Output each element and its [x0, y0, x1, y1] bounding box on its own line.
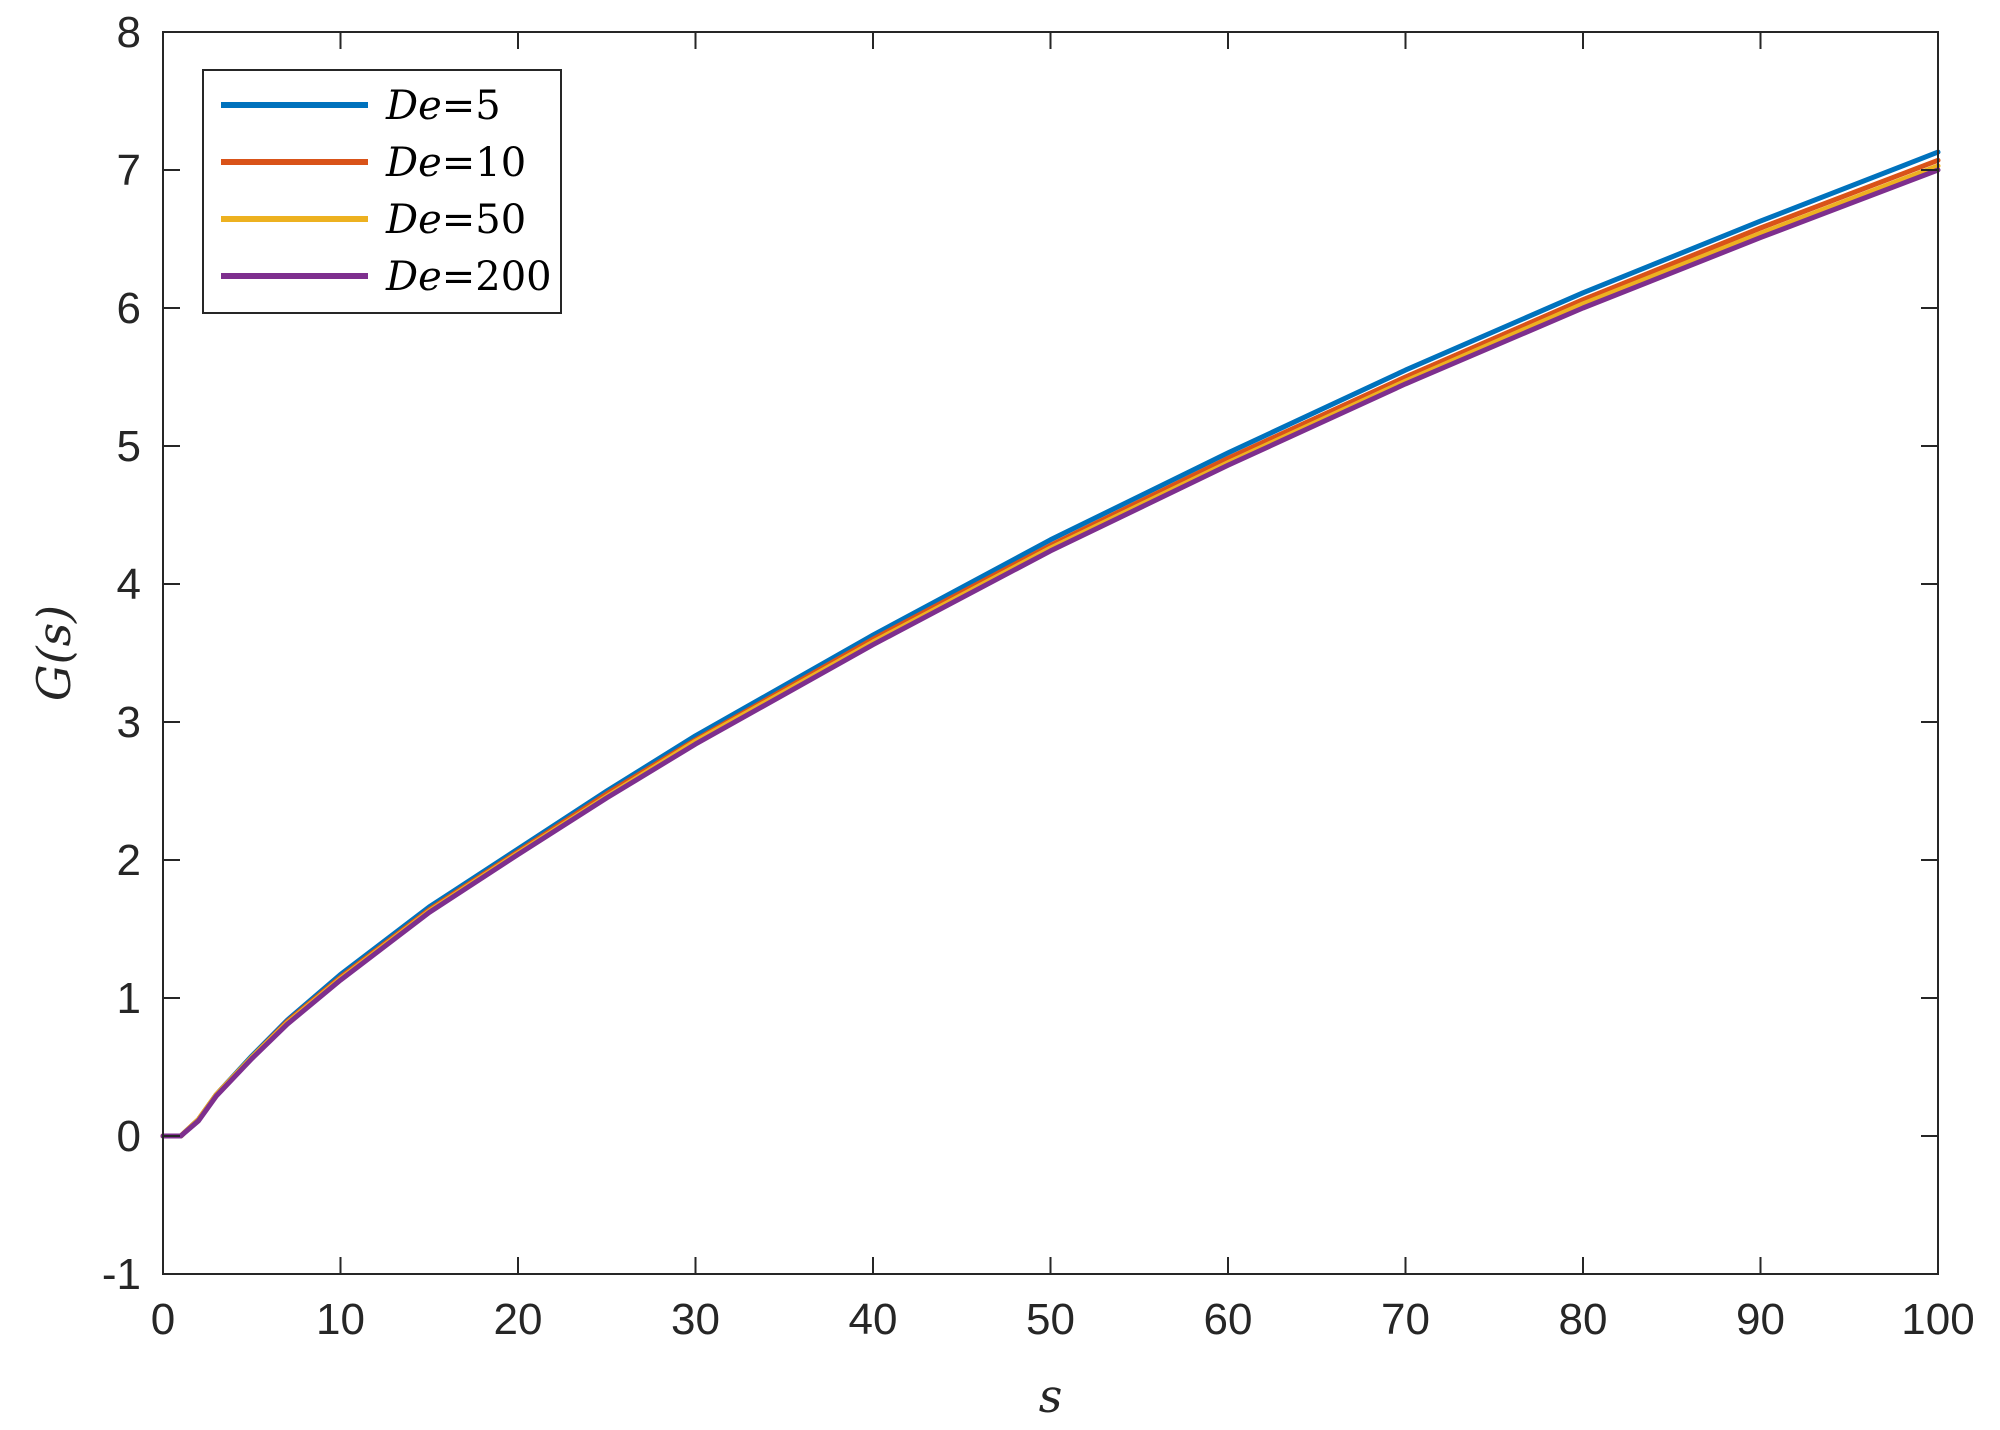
- series-line-3: [160, 167, 1941, 1139]
- y-tick-label-6: 5: [117, 422, 141, 471]
- x-tick-label-10: 100: [1901, 1295, 1974, 1344]
- legend-label-0: De=5: [385, 83, 501, 129]
- legend-label-var-1: De: [385, 140, 442, 186]
- series-layer: [160, 149, 1941, 1139]
- y-tick-label-3: 2: [117, 836, 141, 885]
- x-tick-label-3: 30: [671, 1295, 720, 1344]
- x-tick-label-9: 90: [1736, 1295, 1785, 1344]
- x-tick-label-0: 0: [151, 1295, 175, 1344]
- legend-label-var-0: De: [385, 83, 442, 129]
- legend-label-2: De=50: [385, 197, 526, 243]
- legend-label-value-2: =50: [442, 197, 526, 243]
- x-tick-label-5: 50: [1026, 1295, 1075, 1344]
- x-tick-label-6: 60: [1204, 1295, 1253, 1344]
- legend-label-3: De=200: [385, 254, 552, 300]
- x-axis-label: s: [1039, 1369, 1063, 1423]
- legend-label-value-3: =200: [442, 254, 552, 300]
- legend-label-1: De=10: [385, 140, 526, 186]
- legend-label-var-2: De: [385, 197, 442, 243]
- y-tick-label-8: 7: [117, 146, 141, 195]
- y-axis-label: G(s): [27, 605, 81, 701]
- y-tick-label-0: -1: [102, 1250, 141, 1299]
- legend-label-value-1: =10: [442, 140, 526, 186]
- x-tick-label-7: 70: [1381, 1295, 1430, 1344]
- legend-label-value-0: =5: [442, 83, 501, 129]
- y-tick-label-5: 4: [117, 560, 141, 609]
- legend-box: [202, 69, 562, 314]
- y-tick-label-1: 0: [117, 1112, 141, 1161]
- x-tick-label-2: 20: [494, 1295, 543, 1344]
- x-tick-label-1: 10: [316, 1295, 365, 1344]
- legend-label-var-3: De: [385, 254, 442, 300]
- y-tick-label-7: 6: [117, 284, 141, 333]
- y-tick-label-4: 3: [117, 698, 141, 747]
- x-tick-label-8: 80: [1559, 1295, 1608, 1344]
- x-tick-label-4: 40: [849, 1295, 898, 1344]
- y-tick-label-9: 8: [117, 8, 141, 57]
- y-tick-label-2: 1: [117, 974, 141, 1023]
